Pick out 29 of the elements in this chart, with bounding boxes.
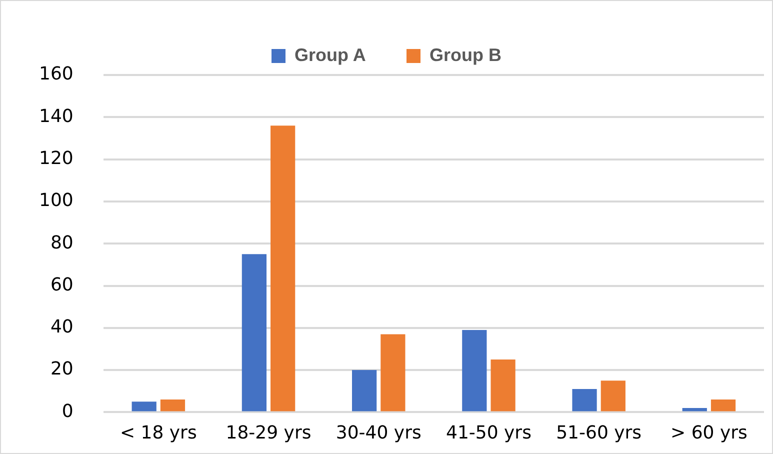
x-tick-label: 41-50 yrs	[446, 422, 532, 444]
bar	[270, 126, 296, 412]
x-tick-label: < 18 yrs	[120, 422, 197, 444]
y-tick-label: 80	[50, 232, 74, 254]
bar	[160, 400, 186, 412]
y-tick-label: 20	[50, 358, 74, 380]
bar	[490, 360, 516, 412]
legend-label: Group A	[294, 44, 366, 65]
y-tick-label: 40	[50, 316, 74, 338]
bar	[600, 380, 626, 412]
bar	[380, 334, 406, 412]
bar	[242, 254, 267, 412]
y-tick-label: 120	[38, 148, 74, 169]
x-tick-label: 18-29 yrs	[226, 422, 312, 444]
bar	[352, 370, 377, 412]
bar	[572, 389, 597, 412]
y-tick-label: 160	[38, 64, 74, 85]
y-tick-label: 100	[38, 190, 74, 212]
x-tick-label: 30-40 yrs	[336, 422, 422, 444]
bar	[462, 330, 487, 412]
y-tick-label: 0	[62, 400, 74, 422]
bar	[682, 408, 707, 412]
bar	[710, 400, 736, 412]
x-tick-label: > 60 yrs	[670, 422, 748, 444]
legend-label: Group B	[430, 44, 502, 65]
x-tick-label: 51-60 yrs	[556, 422, 642, 444]
y-tick-label: 60	[50, 274, 74, 296]
y-tick-label: 140	[38, 106, 74, 127]
bar	[132, 402, 156, 412]
